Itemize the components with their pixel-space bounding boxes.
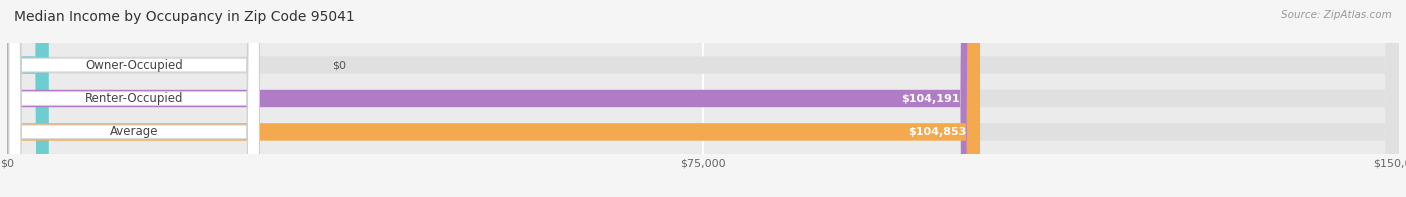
Text: $104,191: $104,191	[901, 94, 960, 103]
FancyBboxPatch shape	[7, 0, 980, 197]
Text: $0: $0	[332, 60, 346, 70]
FancyBboxPatch shape	[8, 0, 260, 197]
FancyBboxPatch shape	[8, 0, 260, 197]
FancyBboxPatch shape	[8, 0, 260, 197]
FancyBboxPatch shape	[7, 0, 1399, 197]
Text: Source: ZipAtlas.com: Source: ZipAtlas.com	[1281, 10, 1392, 20]
FancyBboxPatch shape	[7, 0, 1399, 197]
Text: Median Income by Occupancy in Zip Code 95041: Median Income by Occupancy in Zip Code 9…	[14, 10, 354, 24]
Text: Average: Average	[110, 125, 159, 138]
Text: Owner-Occupied: Owner-Occupied	[86, 59, 183, 72]
FancyBboxPatch shape	[7, 0, 49, 197]
FancyBboxPatch shape	[7, 0, 974, 197]
Text: Renter-Occupied: Renter-Occupied	[84, 92, 183, 105]
FancyBboxPatch shape	[7, 0, 1399, 197]
Text: $104,853: $104,853	[908, 127, 966, 137]
